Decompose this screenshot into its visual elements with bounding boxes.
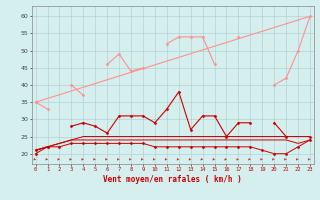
X-axis label: Vent moyen/en rafales ( km/h ): Vent moyen/en rafales ( km/h ) <box>103 175 242 184</box>
